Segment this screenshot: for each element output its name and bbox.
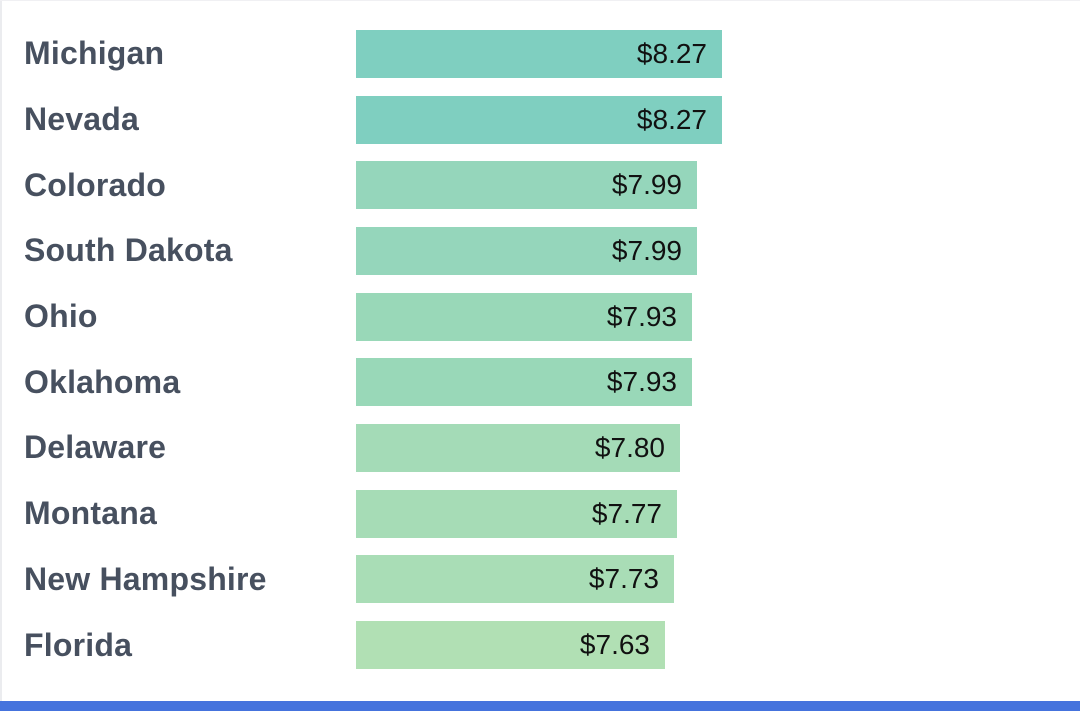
bar-value-label: $8.27 bbox=[636, 103, 707, 135]
state-label: Oklahoma bbox=[24, 363, 181, 400]
bar-value-label: $7.73 bbox=[588, 563, 659, 595]
state-label: Montana bbox=[24, 495, 157, 532]
bar-value-label: $7.93 bbox=[606, 300, 677, 332]
bar-value-label: $8.27 bbox=[636, 37, 707, 69]
bar-value-label: $7.99 bbox=[611, 234, 682, 266]
state-label: Delaware bbox=[24, 429, 167, 466]
state-label: Colorado bbox=[24, 166, 167, 203]
bar-row: Florida $7.63 bbox=[0, 612, 1080, 678]
bar-row: Oklahoma $7.93 bbox=[0, 349, 1080, 415]
state-label: Florida bbox=[24, 626, 133, 663]
state-label: Michigan bbox=[24, 35, 165, 72]
state-label: New Hampshire bbox=[24, 560, 267, 597]
bar-row: Montana $7.77 bbox=[0, 481, 1080, 547]
bar-row: Colorado $7.99 bbox=[0, 152, 1080, 218]
value-bar: $7.73 bbox=[356, 555, 674, 604]
bar-row: South Dakota $7.99 bbox=[0, 218, 1080, 284]
value-bar: $7.77 bbox=[356, 489, 677, 538]
value-bar: $7.93 bbox=[356, 292, 692, 341]
value-bar: $7.99 bbox=[356, 226, 697, 275]
bar-value-label: $7.80 bbox=[594, 431, 665, 463]
state-label: South Dakota bbox=[24, 232, 233, 269]
bottom-bar bbox=[0, 701, 1080, 711]
value-bar: $7.93 bbox=[356, 358, 692, 407]
value-bar: $8.27 bbox=[356, 29, 722, 78]
value-bar: $7.99 bbox=[356, 161, 697, 210]
value-bar: $7.80 bbox=[356, 423, 680, 472]
bar-row: Ohio $7.93 bbox=[0, 284, 1080, 350]
state-label: Nevada bbox=[24, 101, 140, 138]
bar-value-label: $7.77 bbox=[591, 497, 662, 529]
bar-value-label: $7.93 bbox=[606, 366, 677, 398]
value-bar: $8.27 bbox=[356, 95, 722, 144]
state-label: Ohio bbox=[24, 298, 98, 335]
bar-value-label: $7.63 bbox=[579, 629, 650, 661]
left-edge-border bbox=[0, 1, 2, 711]
bar-row: Delaware $7.80 bbox=[0, 415, 1080, 481]
bar-value-label: $7.99 bbox=[611, 169, 682, 201]
chart-rows: Michigan $8.27 Nevada $8.27 Colorado $7.… bbox=[0, 21, 1080, 678]
value-bar: $7.63 bbox=[356, 621, 665, 670]
bar-row: Nevada $8.27 bbox=[0, 87, 1080, 153]
bar-row: New Hampshire $7.73 bbox=[0, 547, 1080, 613]
bar-row: Michigan $8.27 bbox=[0, 21, 1080, 87]
